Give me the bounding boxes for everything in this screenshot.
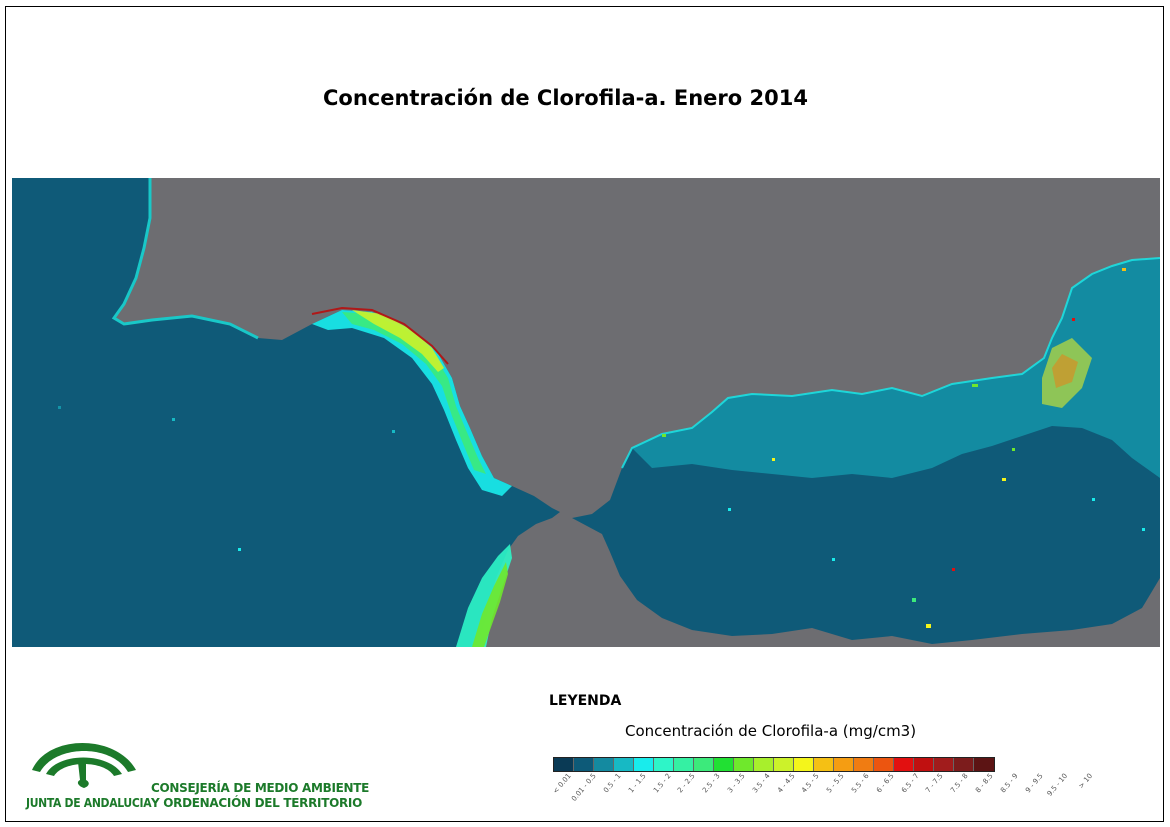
legend-swatch <box>774 758 794 771</box>
mediterranean-coastline <box>621 257 1160 469</box>
legend-colorbar <box>553 757 995 772</box>
legend-swatch <box>734 758 754 771</box>
legend-label: 7.5 - 8 <box>949 772 970 795</box>
logo-column <box>77 762 89 788</box>
legend-swatch <box>934 758 954 771</box>
legend-label: 1.5 - 2 <box>651 772 673 795</box>
legend-swatch <box>954 758 974 771</box>
legend-swatch <box>974 758 994 771</box>
logo-arc-inner <box>46 757 122 776</box>
strait-south-bloom <box>456 544 512 647</box>
legend-swatch <box>554 758 574 771</box>
legend-label: 0.01 - 0.5 <box>570 772 598 803</box>
legend-swatch <box>694 758 714 771</box>
legend-swatch <box>894 758 914 771</box>
legend-label: 0.5 - 1 <box>602 772 623 795</box>
legend-swatch <box>834 758 854 771</box>
legend-swatch <box>654 758 674 771</box>
legend-label: 9 - 9.5 <box>1023 772 1045 795</box>
strait-south-green <box>472 562 508 647</box>
legend-heading: LEYENDA <box>549 693 622 709</box>
legend-swatch <box>914 758 934 771</box>
legend-label: 2.5 - 3 <box>701 772 722 795</box>
atlantic-coastal-red <box>311 306 449 365</box>
legend-label: 5.5 - 6 <box>850 772 871 795</box>
atlantic-coastal-bloom <box>312 310 512 496</box>
legend-label: 5 - 5.5 <box>825 772 846 795</box>
legend-label: 6.5 - 7 <box>899 772 921 795</box>
page-frame <box>5 6 1164 822</box>
department-name: CONSEJERÍA DE MEDIO AMBIENTE Y ORDENACIÓ… <box>151 781 369 811</box>
mediterranean-coastal-band <box>632 258 1160 478</box>
legend-label: 3 - 3.5 <box>726 772 747 795</box>
legend-swatch <box>854 758 874 771</box>
legend-swatch <box>814 758 834 771</box>
legend-swatch <box>714 758 734 771</box>
legend-label: < 0.01 <box>551 772 574 796</box>
legend-swatch <box>754 758 774 771</box>
legend-swatch <box>874 758 894 771</box>
legend-label: 7 - 7.5 <box>924 772 946 795</box>
legend-label: > 10 <box>1076 772 1094 791</box>
map-title: Concentración de Clorofila-a. Enero 2014 <box>323 86 808 110</box>
legend-label: 4 - 4.5 <box>775 772 797 795</box>
legend-label: 8.5 - 9 <box>998 772 1020 795</box>
department-line-1: CONSEJERÍA DE MEDIO AMBIENTE <box>151 781 370 795</box>
legend-swatch <box>574 758 594 771</box>
legend-label: 3.5 - 4 <box>750 772 772 795</box>
legend-label: 1 - 1.5 <box>626 772 648 795</box>
logo-arc-outer <box>32 743 136 772</box>
legend-swatch <box>614 758 634 771</box>
department-line-2: Y ORDENACIÓN DEL TERRITORIO <box>151 796 362 810</box>
atlantic-coastal-yellow <box>352 310 444 372</box>
legend-label: 4.5 - 5 <box>800 772 822 795</box>
logo-brand-text: JUNTA DE ANDALUCIA <box>26 796 152 810</box>
legend-swatch <box>594 758 614 771</box>
legend-label: 9.5 - 10 <box>1045 772 1070 798</box>
eastern-bloom-core <box>1052 354 1078 388</box>
legend-swatch <box>794 758 814 771</box>
speckles <box>58 268 1145 628</box>
atlantic-west-coast <box>111 178 259 340</box>
legend-label: 8 - 8.5 <box>974 772 995 795</box>
legend-subtitle: Concentración de Clorofila-a (mg/cm3) <box>625 722 917 740</box>
chlorophyll-map <box>12 178 1160 647</box>
legend-label: 6 - 6.5 <box>874 772 896 795</box>
legend-label: 2 - 2.5 <box>676 772 698 795</box>
junta-de-andalucia-logo <box>32 743 136 788</box>
legend-swatch <box>634 758 654 771</box>
atlantic-sea <box>12 178 560 647</box>
legend-swatch <box>674 758 694 771</box>
